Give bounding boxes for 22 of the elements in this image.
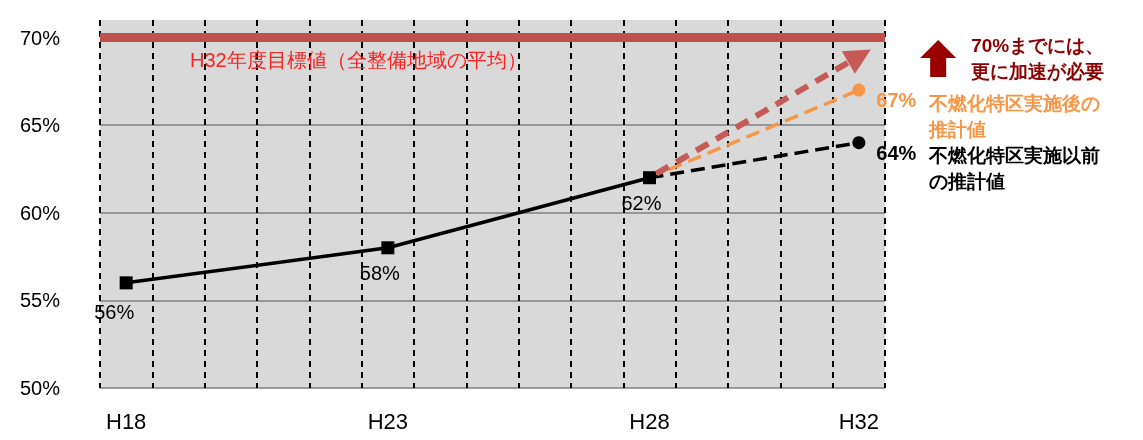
data-label: 56%	[94, 301, 135, 324]
y-tick-label: 65%	[19, 114, 61, 137]
data-label: 67%	[876, 89, 917, 112]
y-tick-label: 50%	[19, 377, 61, 399]
x-tick-label: H23	[367, 408, 409, 434]
y-tick-label: 55%	[19, 289, 61, 312]
y-tick-label: 60%	[19, 201, 61, 224]
point	[852, 136, 866, 150]
text: 不燃化特区実施以前の推計値	[927, 145, 1100, 193]
x-tick-label: H28	[629, 408, 670, 434]
point	[381, 241, 395, 255]
x-tick-label: H18	[105, 408, 147, 434]
ref-line-label: H32年度目標値（全整備地域の平均）	[190, 48, 527, 71]
data-label: 58%	[359, 262, 401, 285]
point	[852, 83, 866, 97]
point	[119, 276, 133, 290]
y-tick-label: 70%	[19, 26, 61, 49]
text: 70%までには、更に加速が必要	[971, 34, 1105, 82]
x-tick-label: H32	[838, 408, 880, 434]
data-label: 64%	[876, 141, 917, 164]
point	[643, 171, 656, 185]
text: 不燃化特区実施後の推計値	[927, 92, 1100, 140]
